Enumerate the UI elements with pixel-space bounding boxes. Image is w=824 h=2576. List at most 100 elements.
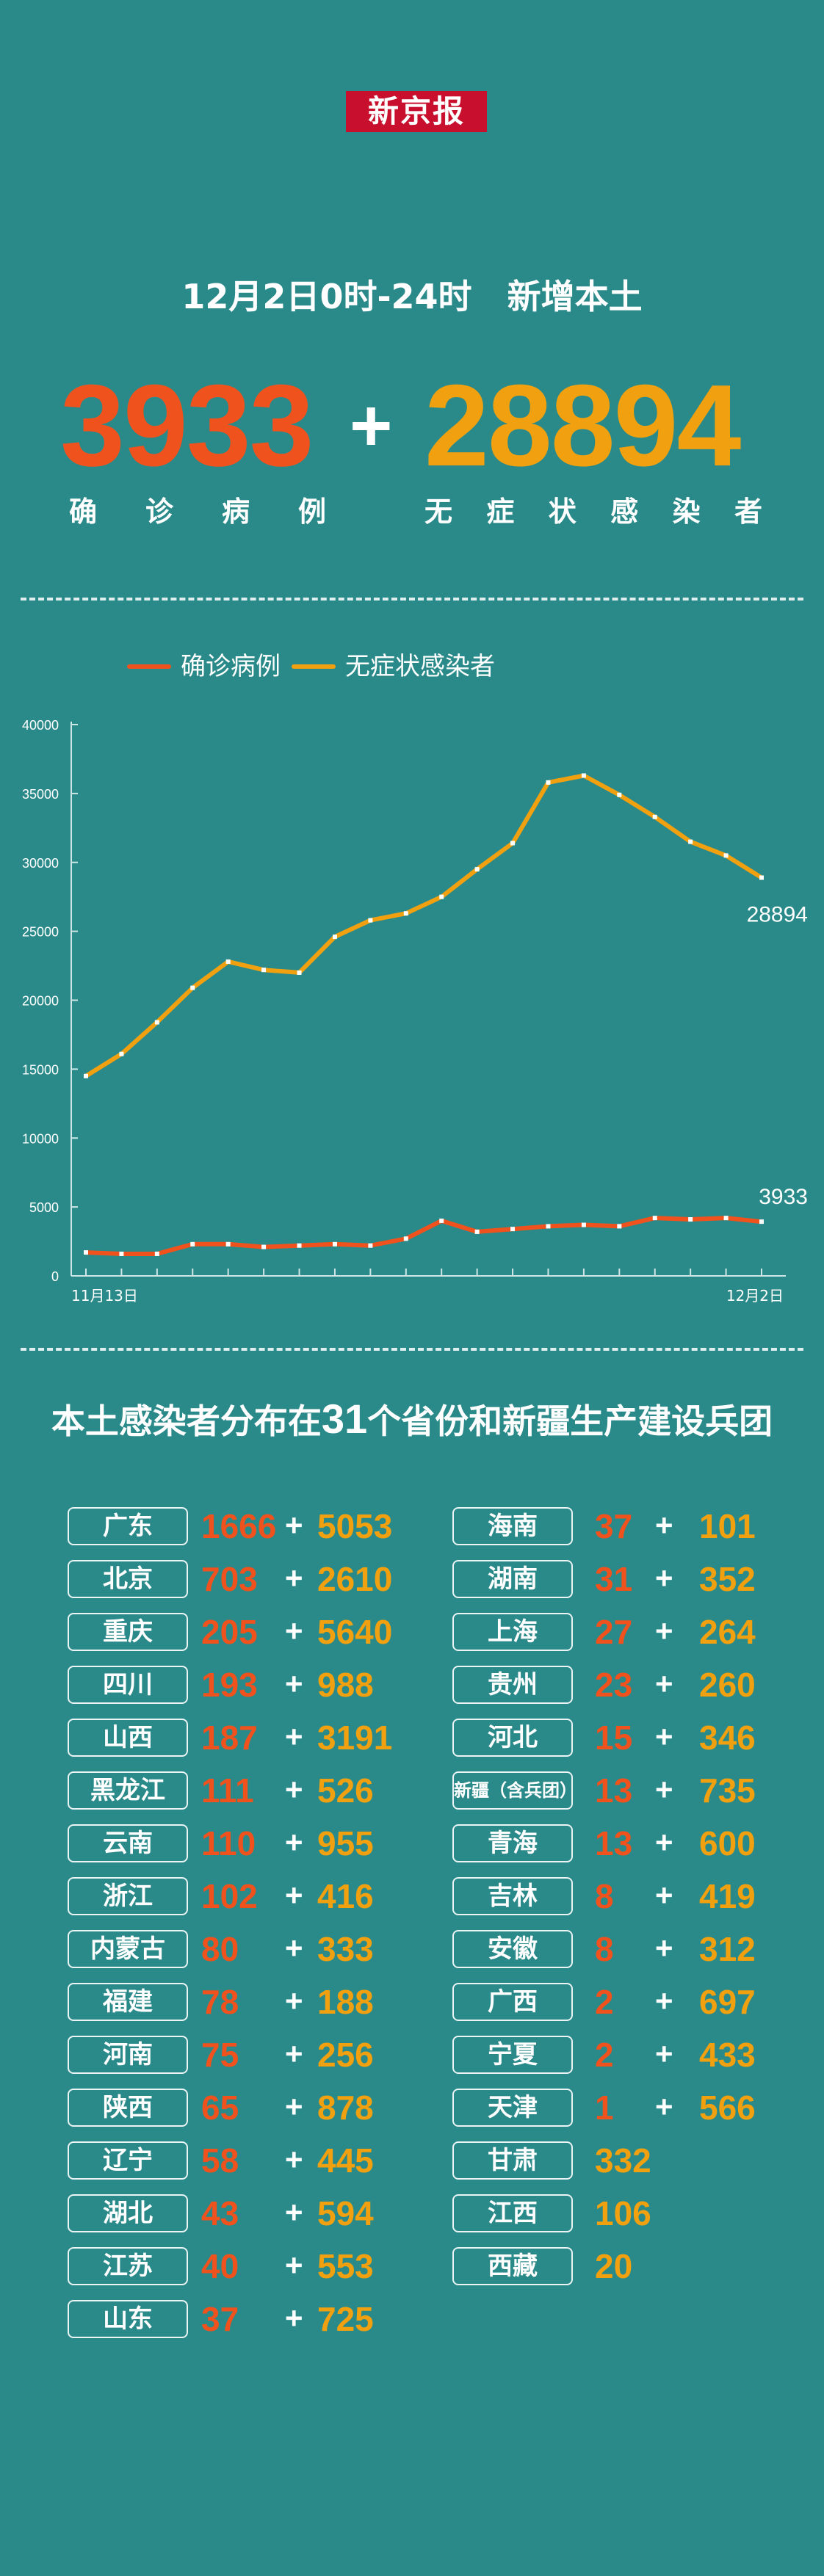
data-point <box>723 853 729 858</box>
asymptomatic-count: 878 <box>317 2089 374 2127</box>
asymptomatic-count: 697 <box>699 1983 756 2021</box>
data-point <box>84 1250 88 1255</box>
data-point <box>261 968 267 973</box>
confirmed-total: 3933 <box>60 361 314 490</box>
series-line-asymptomatic <box>84 773 763 1078</box>
plus-sign: + <box>655 1931 673 1965</box>
data-point <box>261 1244 267 1249</box>
data-point <box>190 985 195 990</box>
province-name: 贵州 <box>452 1666 573 1704</box>
province-name: 天津 <box>452 2089 573 2127</box>
trend-line-chart: 确诊病例 无症状感染者 0 5000 10000 15000 20000 25000 30000… <box>22 652 808 1305</box>
confirmed-count: 8 <box>595 1930 614 1968</box>
data-point <box>190 1241 195 1247</box>
province-name: 广东 <box>68 1507 188 1545</box>
data-point <box>119 1051 124 1056</box>
province-name: 湖北 <box>68 2194 188 2232</box>
legend-label: 确诊病例 <box>181 652 281 681</box>
y-tick-label: 10000 <box>22 1131 59 1146</box>
confirmed-count: 13 <box>595 1771 633 1810</box>
label-char: 感 <box>610 496 639 528</box>
x-tick-label: 12月2日 <box>726 1287 784 1305</box>
confirmed-count: 58 <box>201 2141 239 2180</box>
y-tick-label: 20000 <box>22 994 59 1009</box>
province-name: 上海 <box>452 1613 573 1651</box>
plus-sign: + <box>655 1614 673 1648</box>
plus-sign: + <box>655 1719 673 1754</box>
plus-sign: + <box>285 2036 303 2071</box>
asymptomatic-count: 988 <box>317 1666 374 1704</box>
confirmed-count: 2 <box>595 1983 614 2021</box>
label-char: 者 <box>734 496 762 528</box>
label-char: 诊 <box>145 496 173 528</box>
confirmed-count: 205 <box>201 1613 258 1651</box>
province-name: 河北 <box>452 1719 573 1757</box>
data-point <box>225 959 231 964</box>
province-name: 山东 <box>68 2300 188 2338</box>
data-point <box>332 935 337 940</box>
data-point <box>652 814 657 819</box>
data-point <box>652 1216 657 1221</box>
confirmed-count: 1666 <box>201 1507 277 1545</box>
data-point <box>510 1227 516 1232</box>
confirmed-count: 2 <box>595 2036 614 2074</box>
province-name: 浙江 <box>68 1877 188 1915</box>
province-name: 吉林 <box>452 1877 573 1915</box>
plus-sign: + <box>285 1984 303 2018</box>
data-point <box>688 839 693 844</box>
province-name: 青海 <box>452 1824 573 1862</box>
plus-sign: + <box>655 2036 673 2071</box>
data-point <box>154 1020 159 1025</box>
asymptomatic-count: 526 <box>317 1771 374 1810</box>
plus-sign: + <box>655 1666 673 1701</box>
y-tick-label: 25000 <box>22 925 59 940</box>
distribution-title-pre: 本土感染者分布在 <box>51 1401 322 1441</box>
plus-sign: + <box>285 1772 303 1807</box>
asymptomatic-count: 20 <box>595 2247 633 2285</box>
data-point <box>474 1229 480 1234</box>
plus-sign: + <box>285 2248 303 2282</box>
confirmed-count: 65 <box>201 2089 239 2127</box>
confirmed-count: 31 <box>595 1560 633 1598</box>
confirmed-count: 80 <box>201 1930 239 1968</box>
confirmed-count: 102 <box>201 1877 258 1915</box>
confirmed-count: 37 <box>595 1507 633 1545</box>
confirmed-count: 37 <box>201 2300 239 2338</box>
plus-sign: + <box>285 1878 303 1912</box>
asymptomatic-count: 5053 <box>317 1507 393 1545</box>
plus-sign: + <box>285 1719 303 1754</box>
brand-logo: 新京报 <box>346 91 487 132</box>
asymptomatic-count: 264 <box>699 1613 756 1651</box>
province-name: 陕西 <box>68 2089 188 2127</box>
asymptomatic-label: 无 症 状 感 染 者 <box>424 489 762 529</box>
distribution-title: 本土感染者分布在31个省份和新疆生产建设兵团 <box>0 1395 824 1443</box>
asymptomatic-count: 433 <box>699 2036 756 2074</box>
asymptomatic-total: 28894 <box>424 361 741 490</box>
plus-sign: + <box>655 1878 673 1912</box>
data-point <box>474 867 480 872</box>
province-name: 新疆（含兵团） <box>452 1771 573 1810</box>
confirmed-count: 8 <box>595 1877 614 1915</box>
confirmed-count: 193 <box>201 1666 258 1704</box>
data-point <box>297 1243 302 1248</box>
asymptomatic-count: 256 <box>317 2036 374 2074</box>
asymptomatic-count: 346 <box>699 1719 756 1757</box>
data-point <box>368 918 373 923</box>
province-name: 黑龙江 <box>68 1771 188 1810</box>
province-name: 山西 <box>68 1719 188 1757</box>
label-char: 病 <box>221 496 250 528</box>
plus-sign: + <box>655 2089 673 2124</box>
asymptomatic-count: 419 <box>699 1877 756 1915</box>
asymptomatic-count: 594 <box>317 2194 374 2232</box>
confirmed-count: 111 <box>201 1771 254 1810</box>
confirmed-count: 1 <box>595 2089 614 2127</box>
data-point <box>297 970 302 975</box>
confirmed-count: 15 <box>595 1719 633 1757</box>
plus-sign: + <box>285 2142 303 2177</box>
data-point <box>368 1243 373 1248</box>
asymptomatic-count: 735 <box>699 1771 756 1810</box>
data-point <box>617 1224 622 1229</box>
province-name: 江苏 <box>68 2247 188 2285</box>
y-tick-label: 35000 <box>22 787 59 802</box>
data-point <box>225 1241 231 1247</box>
